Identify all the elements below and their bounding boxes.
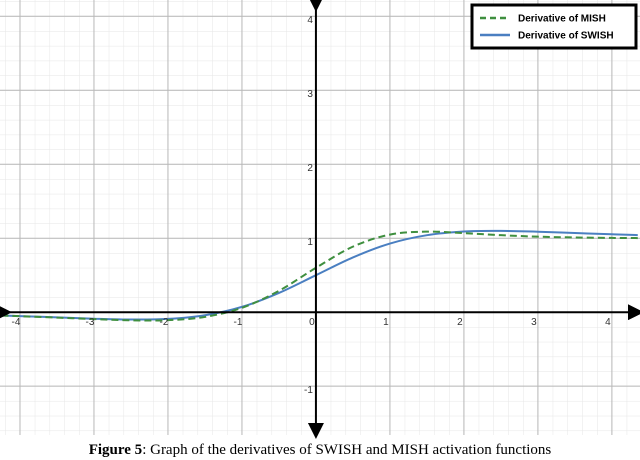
- y-tick-label: 4: [307, 15, 313, 26]
- caption-label: Figure 5: [89, 442, 142, 458]
- y-tick-label: -1: [304, 385, 313, 396]
- y-tick-label: 1: [307, 237, 313, 248]
- x-tick-label: 2: [457, 317, 463, 328]
- legend-label: Derivative of SWISH: [518, 31, 614, 42]
- x-tick-label: 4: [605, 317, 611, 328]
- legend-label: Derivative of MISH: [518, 14, 606, 25]
- legend-box: [470, 3, 638, 50]
- x-tick-label: -4: [12, 317, 21, 328]
- minor-grid: [0, 0, 640, 435]
- legend: Derivative of MISH Derivative of SWISH: [470, 3, 638, 50]
- caption-text: : Graph of the derivatives of SWISH and …: [142, 442, 551, 458]
- x-tick-label: -3: [86, 317, 95, 328]
- x-tick-label: 0: [309, 317, 315, 328]
- caption: Figure 5: Graph of the derivatives of SW…: [89, 442, 552, 458]
- x-tick-label: -2: [160, 317, 169, 328]
- x-tick-label: -1: [233, 317, 242, 328]
- x-tick-label: 1: [383, 317, 389, 328]
- y-tick-label: 2: [307, 163, 313, 174]
- x-tick-label: 3: [531, 317, 537, 328]
- y-tick-label: 3: [307, 89, 313, 100]
